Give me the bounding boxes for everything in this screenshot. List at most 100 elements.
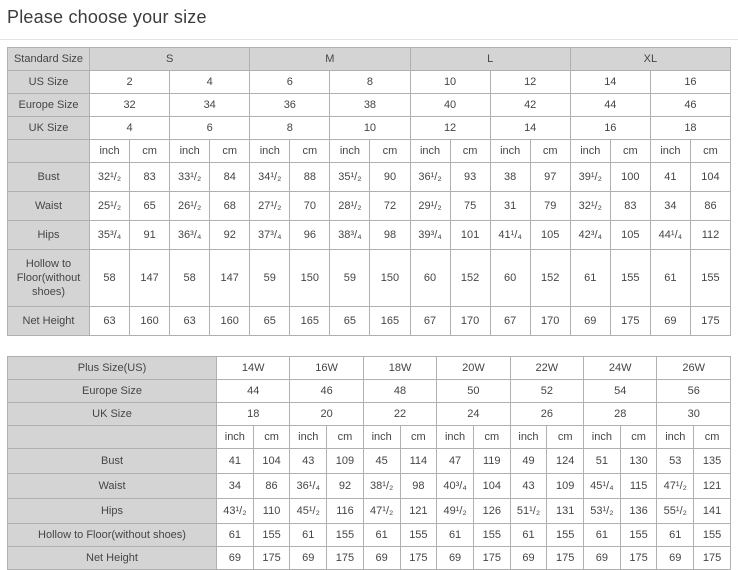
size-cell: 26 <box>509 402 585 426</box>
value-cell: 61 <box>649 249 691 307</box>
size-group-cell: M <box>249 47 411 71</box>
value-cell: 36¹/₂ <box>409 162 451 192</box>
row-label: Hips <box>7 220 90 250</box>
value-cell: 121 <box>399 498 438 524</box>
value-cell: 37³/₄ <box>249 220 291 250</box>
unit-cell: cm <box>689 139 732 163</box>
value-cell: 65 <box>329 306 371 336</box>
value-cell: 45¹/₂ <box>289 498 328 524</box>
row-label: Plus Size(US) <box>7 356 217 380</box>
value-cell: 92 <box>209 220 251 250</box>
size-cell: 4 <box>88 116 171 140</box>
value-cell: 61 <box>216 523 254 547</box>
value-cell: 36³/₄ <box>169 220 211 250</box>
size-cell: 18 <box>649 116 732 140</box>
value-cell: 83 <box>609 191 651 221</box>
size-cell: 34 <box>169 93 251 117</box>
standard-size-table: Standard Size S M L XL US Size 2 4 6 8 1… <box>7 47 732 336</box>
value-cell: 61 <box>436 523 474 547</box>
unit-cell: cm <box>609 139 651 163</box>
value-cell: 115 <box>619 473 658 499</box>
size-cell: 46 <box>649 93 732 117</box>
unit-cell: inch <box>649 139 691 163</box>
table-row-europe-size: Europe Size 44 46 48 50 52 54 56 <box>7 379 731 403</box>
value-cell: 42³/₄ <box>569 220 611 250</box>
corner-cell <box>7 139 90 163</box>
value-cell: 170 <box>449 306 491 336</box>
table-row-waist: Waist 25¹/₂ 65 26¹/₂ 68 27¹/₂ 70 28¹/₂ 7… <box>7 191 732 221</box>
table-row-bust: Bust 32¹/₂ 83 33¹/₂ 84 34¹/₂ 88 35¹/₂ 90… <box>7 162 732 192</box>
value-cell: 60 <box>489 249 531 307</box>
row-label: UK Size <box>7 402 217 426</box>
unit-cell: inch <box>656 425 695 449</box>
table-row-units: inch cm inch cm inch cm inch cm inch cm … <box>7 139 732 163</box>
unit-cell: inch <box>489 139 531 163</box>
size-cell: 8 <box>329 70 411 94</box>
unit-cell: cm <box>209 139 251 163</box>
value-cell: 150 <box>289 249 331 307</box>
value-cell: 34¹/₂ <box>249 162 291 192</box>
value-cell: 175 <box>399 546 438 570</box>
value-cell: 126 <box>472 498 511 524</box>
value-cell: 69 <box>583 546 621 570</box>
size-cell: 20W <box>436 356 511 380</box>
value-cell: 165 <box>289 306 331 336</box>
table-row-hollow-to-floor: Hollow to Floor(without shoes) 58 147 58… <box>7 249 732 307</box>
size-group-cell: S <box>88 47 251 71</box>
row-label: Bust <box>7 448 217 474</box>
value-cell: 175 <box>609 306 651 336</box>
value-cell: 49 <box>509 448 548 474</box>
value-cell: 28¹/₂ <box>329 191 371 221</box>
value-cell: 32¹/₂ <box>569 191 611 221</box>
value-cell: 91 <box>129 220 171 250</box>
size-cell: 12 <box>489 70 571 94</box>
size-cell: 10 <box>329 116 411 140</box>
page-title: Please choose your size <box>7 7 207 27</box>
value-cell: 63 <box>169 306 211 336</box>
unit-cell: inch <box>329 139 371 163</box>
value-cell: 47¹/₂ <box>362 498 401 524</box>
unit-cell: cm <box>399 425 438 449</box>
value-cell: 38¹/₂ <box>362 473 401 499</box>
value-cell: 175 <box>472 546 511 570</box>
value-cell: 41 <box>216 448 254 474</box>
row-label: Net Height <box>7 306 90 336</box>
value-cell: 155 <box>609 249 651 307</box>
value-cell: 61 <box>289 523 328 547</box>
table-row-size-groups: Standard Size S M L XL <box>7 47 732 71</box>
size-cell: 6 <box>169 116 251 140</box>
value-cell: 160 <box>209 306 251 336</box>
size-cell: 42 <box>489 93 571 117</box>
size-cell: 18 <box>215 402 291 426</box>
value-cell: 92 <box>326 473 364 499</box>
value-cell: 150 <box>369 249 411 307</box>
title-divider <box>0 39 738 40</box>
value-cell: 35¹/₂ <box>329 162 371 192</box>
value-cell: 155 <box>472 523 511 547</box>
size-cell: 6 <box>249 70 331 94</box>
value-cell: 47¹/₂ <box>656 473 695 499</box>
value-cell: 38 <box>489 162 531 192</box>
value-cell: 49¹/₂ <box>436 498 474 524</box>
value-cell: 116 <box>326 498 364 524</box>
table-row-uk-size: UK Size 4 6 8 10 12 14 16 18 <box>7 116 732 140</box>
row-label: Hollow to Floor(without shoes) <box>7 523 217 547</box>
value-cell: 61 <box>362 523 401 547</box>
value-cell: 96 <box>289 220 331 250</box>
value-cell: 41¹/₄ <box>489 220 531 250</box>
value-cell: 93 <box>449 162 491 192</box>
unit-cell: inch <box>569 139 611 163</box>
value-cell: 155 <box>326 523 364 547</box>
row-label: Waist <box>7 191 90 221</box>
value-cell: 69 <box>656 546 695 570</box>
row-label: US Size <box>7 70 90 94</box>
size-cell: 26W <box>656 356 731 380</box>
unit-cell: cm <box>252 425 291 449</box>
value-cell: 26¹/₂ <box>169 191 211 221</box>
value-cell: 39¹/₂ <box>569 162 611 192</box>
value-cell: 104 <box>472 473 511 499</box>
value-cell: 86 <box>689 191 732 221</box>
table-row-uk-size: UK Size 18 20 22 24 26 28 30 <box>7 402 731 426</box>
size-cell: 24W <box>583 356 658 380</box>
